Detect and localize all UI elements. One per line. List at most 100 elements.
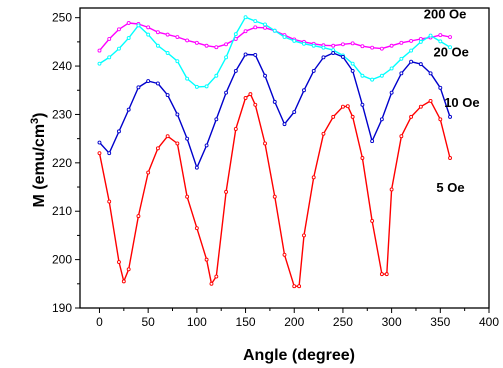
- data-point: [409, 59, 414, 64]
- data-point: [292, 38, 297, 43]
- data-point: [272, 99, 277, 104]
- data-point: [117, 260, 121, 264]
- data-point: [97, 140, 102, 145]
- data-point: [253, 102, 258, 107]
- data-point: [409, 114, 414, 119]
- x-tick-label: 400: [479, 315, 499, 329]
- data-point: [97, 61, 102, 66]
- data-point: [204, 143, 209, 148]
- data-point: [409, 38, 414, 43]
- data-point: [399, 56, 404, 61]
- data-point: [350, 68, 355, 73]
- data-point: [302, 233, 306, 238]
- data-point: [302, 88, 306, 93]
- data-point: [146, 170, 151, 175]
- data-point: [243, 15, 248, 20]
- data-point: [175, 59, 180, 64]
- data-point: [107, 55, 112, 60]
- data-point: [117, 46, 121, 51]
- data-point: [175, 112, 180, 117]
- data-point: [448, 114, 452, 119]
- data-point: [282, 122, 287, 127]
- data-point: [253, 19, 258, 24]
- data-point: [409, 48, 414, 53]
- data-point: [117, 27, 121, 32]
- data-point: [165, 51, 170, 55]
- data-point: [311, 68, 316, 73]
- data-point: [389, 187, 394, 192]
- series-5-oe: [97, 92, 452, 289]
- x-tick-label: 200: [284, 315, 304, 329]
- data-point: [302, 41, 306, 46]
- y-tick-label: 200: [52, 253, 72, 267]
- series-line-200-oe: [98, 22, 451, 52]
- series-label-200-oe: 200 Oe: [424, 7, 467, 22]
- data-point: [214, 117, 219, 122]
- x-tick-label: 0: [96, 315, 103, 329]
- data-point: [185, 136, 190, 141]
- data-point: [379, 272, 384, 277]
- data-point: [136, 214, 141, 219]
- data-point: [107, 37, 112, 41]
- data-point: [233, 127, 238, 131]
- data-point: [311, 43, 316, 48]
- data-point: [272, 194, 277, 199]
- data-point: [165, 134, 170, 139]
- data-point: [360, 156, 365, 160]
- data-point: [248, 92, 253, 97]
- data-point: [379, 117, 384, 122]
- data-point: [214, 274, 219, 279]
- data-point: [263, 141, 267, 146]
- data-point: [204, 84, 209, 89]
- x-tick-label: 300: [382, 315, 402, 329]
- data-point: [224, 42, 229, 47]
- data-point: [194, 84, 199, 89]
- x-tick-label: 250: [333, 315, 353, 329]
- data-point: [263, 73, 267, 78]
- series-layer: [97, 15, 452, 289]
- data-point: [214, 45, 219, 50]
- x-tick-label: 350: [430, 315, 450, 329]
- data-point: [418, 104, 423, 109]
- data-point: [428, 98, 433, 103]
- data-point: [331, 114, 336, 119]
- data-point: [97, 151, 102, 156]
- y-tick-label: 240: [52, 59, 72, 73]
- series-20-oe: [97, 15, 452, 89]
- data-point: [428, 71, 433, 76]
- y-tick-label: 250: [52, 11, 72, 25]
- data-point: [233, 68, 238, 73]
- data-point: [370, 218, 375, 223]
- series-label-5-oe: 5 Oe: [436, 180, 464, 195]
- x-tick-label: 50: [141, 315, 155, 329]
- data-point: [448, 156, 452, 160]
- data-point: [321, 45, 326, 50]
- data-point: [209, 281, 214, 286]
- data-point: [263, 22, 267, 27]
- data-point: [292, 284, 297, 289]
- data-point: [331, 51, 336, 55]
- data-point: [448, 35, 452, 39]
- data-point: [136, 23, 141, 28]
- data-point: [263, 25, 267, 30]
- data-point: [370, 77, 375, 82]
- data-point: [126, 267, 131, 272]
- data-point: [136, 85, 141, 90]
- data-point: [224, 90, 229, 95]
- data-point: [297, 284, 302, 289]
- x-tick-label: 100: [187, 315, 207, 329]
- data-point: [194, 165, 199, 170]
- data-point: [379, 46, 384, 51]
- data-point: [107, 199, 112, 204]
- data-point: [340, 42, 345, 47]
- data-point: [370, 139, 375, 144]
- x-axis-title: Angle (degree): [243, 347, 355, 364]
- data-point: [243, 52, 248, 57]
- data-point: [399, 40, 404, 45]
- series-10-oe: [97, 51, 452, 170]
- data-point: [146, 79, 151, 84]
- y-tick-label: 210: [52, 204, 72, 218]
- data-point: [97, 48, 102, 53]
- series-line-5-oe: [98, 93, 451, 287]
